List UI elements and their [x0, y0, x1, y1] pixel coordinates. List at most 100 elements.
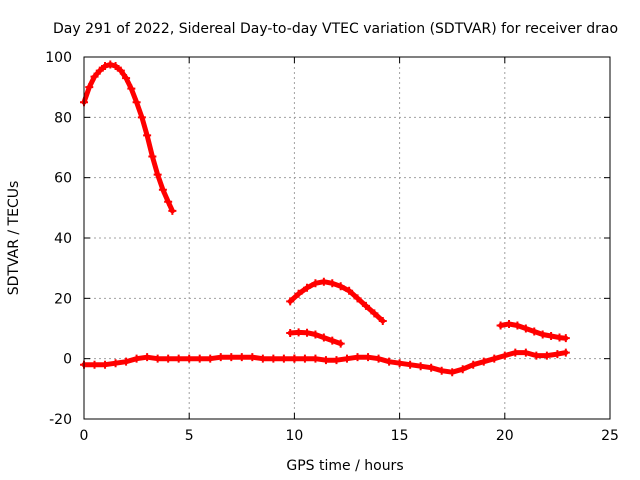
series-line-arc-2: [287, 279, 386, 324]
y-tick-label: -20: [49, 412, 72, 428]
data-point: [448, 368, 457, 377]
data-point: [328, 279, 337, 288]
data-point: [364, 353, 373, 362]
data-point: [303, 283, 312, 292]
data-point: [406, 360, 415, 369]
data-point: [370, 309, 379, 318]
data-point: [319, 277, 328, 286]
x-tick-label: 0: [80, 428, 89, 444]
data-point: [300, 354, 309, 363]
data-point: [561, 348, 570, 357]
series-layer: [80, 60, 570, 377]
data-point: [158, 185, 167, 194]
data-point: [116, 66, 125, 75]
y-tick-label: 20: [54, 291, 72, 307]
data-point: [458, 365, 467, 374]
data-point: [216, 353, 225, 362]
data-point: [496, 321, 505, 330]
y-tick-label: 80: [54, 110, 72, 126]
data-point: [132, 354, 141, 363]
data-point: [286, 297, 295, 306]
data-point: [122, 74, 131, 83]
x-tick-label: 5: [185, 428, 194, 444]
x-tick-label: 10: [285, 428, 303, 444]
data-point: [532, 351, 541, 360]
data-point: [153, 354, 162, 363]
data-point: [511, 348, 520, 357]
chart-title: Day 291 of 2022, Sidereal Day-to-day VTE…: [53, 21, 618, 37]
data-point: [343, 354, 351, 363]
data-point: [153, 170, 162, 179]
data-point: [111, 62, 120, 71]
data-point: [547, 332, 556, 341]
data-point: [101, 360, 110, 369]
data-point: [345, 286, 354, 295]
x-tick-label: 15: [391, 428, 409, 444]
data-point: [303, 328, 312, 337]
data-point: [269, 354, 278, 363]
data-point: [294, 289, 303, 298]
data-point: [374, 354, 383, 363]
data-point: [101, 62, 110, 71]
data-point: [164, 197, 173, 206]
data-point: [174, 354, 183, 363]
data-point: [311, 279, 320, 288]
x-axis-title: GPS time / hours: [286, 458, 403, 474]
data-point: [437, 366, 446, 375]
data-point: [328, 336, 337, 345]
data-point: [168, 206, 177, 215]
data-point: [127, 84, 136, 93]
ticks: 0 5 10 15 20 25 -20 0 20 40 60 80 100: [45, 50, 619, 444]
data-point: [195, 354, 204, 363]
data-point: [279, 354, 288, 363]
x-tick-label: 25: [601, 428, 619, 444]
data-point: [353, 294, 362, 303]
data-point: [290, 354, 299, 363]
data-point: [336, 339, 345, 348]
y-tick-label: 0: [63, 352, 72, 368]
data-point: [132, 98, 141, 107]
data-point: [185, 354, 194, 363]
data-point: [143, 131, 152, 140]
data-point: [122, 357, 131, 366]
data-point: [258, 354, 267, 363]
data-point: [378, 316, 387, 325]
data-point: [143, 353, 152, 362]
data-point: [148, 152, 157, 161]
data-point: [90, 72, 99, 81]
data-point: [521, 324, 530, 333]
data-point: [395, 359, 404, 368]
data-point: [111, 359, 120, 368]
data-point: [336, 282, 345, 291]
data-point: [137, 113, 146, 122]
data-point: [227, 353, 236, 362]
data-point: [85, 83, 94, 92]
data-point: [385, 357, 394, 366]
data-point: [479, 357, 488, 366]
y-tick-label: 100: [45, 50, 72, 66]
data-point: [505, 319, 514, 328]
data-point: [311, 330, 320, 339]
data-point: [106, 60, 115, 69]
data-point: [164, 354, 173, 363]
data-point: [513, 321, 522, 330]
data-point: [248, 353, 257, 362]
y-axis-title: SDTVAR / TECUs: [6, 181, 22, 296]
data-point: [416, 362, 425, 371]
data-point: [500, 351, 509, 360]
data-point: [538, 330, 547, 339]
y-tick-label: 60: [54, 171, 72, 187]
data-point: [361, 301, 370, 310]
data-point: [95, 66, 104, 75]
data-point: [332, 356, 341, 365]
data-point: [294, 328, 303, 337]
data-point: [427, 363, 436, 372]
data-point: [286, 329, 295, 338]
data-point: [490, 354, 499, 363]
data-point: [561, 334, 570, 343]
data-point: [542, 351, 551, 360]
data-point: [90, 360, 99, 369]
data-point: [553, 350, 562, 359]
